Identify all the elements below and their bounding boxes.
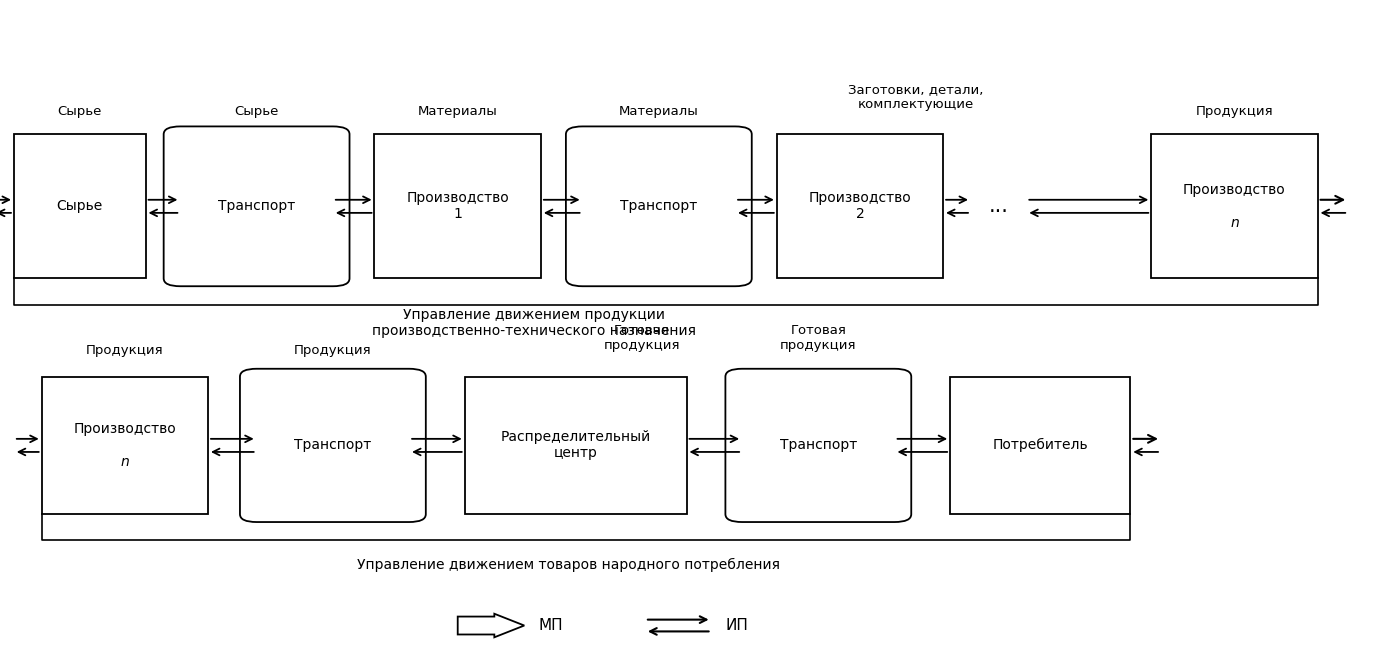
FancyBboxPatch shape [1151, 134, 1318, 278]
FancyBboxPatch shape [14, 134, 146, 278]
Text: Производство
1: Производство 1 [406, 191, 509, 221]
Text: МП: МП [538, 618, 563, 633]
Text: Управление движением продукции
производственно-технического назначения: Управление движением продукции производс… [372, 308, 696, 338]
Text: n: n [1230, 215, 1239, 230]
FancyBboxPatch shape [42, 377, 208, 514]
FancyBboxPatch shape [950, 377, 1130, 514]
Text: Транспорт: Транспорт [620, 199, 698, 214]
Text: Заготовки, детали,
комплектующие: Заготовки, детали, комплектующие [847, 83, 983, 111]
Text: ...: ... [989, 196, 1008, 216]
Text: n: n [121, 455, 129, 469]
Text: Продукция: Продукция [86, 344, 164, 357]
Text: ИП: ИП [725, 618, 748, 633]
Polygon shape [458, 614, 524, 637]
Text: Транспорт: Транспорт [218, 199, 295, 214]
Text: Сырье: Сырье [234, 105, 279, 118]
Text: Готовая
продукция: Готовая продукция [603, 324, 681, 352]
Text: Сырье: Сырье [57, 105, 101, 118]
Text: Производство: Производство [74, 422, 176, 436]
Text: Потребитель: Потребитель [993, 438, 1087, 453]
FancyBboxPatch shape [566, 126, 752, 286]
Text: Распределительный
центр: Распределительный центр [501, 430, 651, 460]
Text: Управление движением товаров народного потребления: Управление движением товаров народного п… [358, 558, 779, 572]
Text: Продукция: Продукция [294, 344, 372, 357]
Text: Транспорт: Транспорт [779, 438, 857, 453]
Text: Продукция: Продукция [1196, 105, 1273, 118]
Text: Транспорт: Транспорт [294, 438, 372, 453]
Text: Производство
2: Производство 2 [809, 191, 911, 221]
Text: Готовая
продукция: Готовая продукция [779, 324, 857, 352]
Text: Материалы: Материалы [417, 105, 498, 118]
Text: Сырье: Сырье [57, 199, 103, 214]
FancyBboxPatch shape [374, 134, 541, 278]
FancyBboxPatch shape [240, 369, 426, 522]
Text: Материалы: Материалы [619, 105, 699, 118]
FancyBboxPatch shape [725, 369, 911, 522]
FancyBboxPatch shape [777, 134, 943, 278]
FancyBboxPatch shape [164, 126, 350, 286]
FancyBboxPatch shape [465, 377, 687, 514]
Text: Производство: Производство [1183, 183, 1286, 197]
